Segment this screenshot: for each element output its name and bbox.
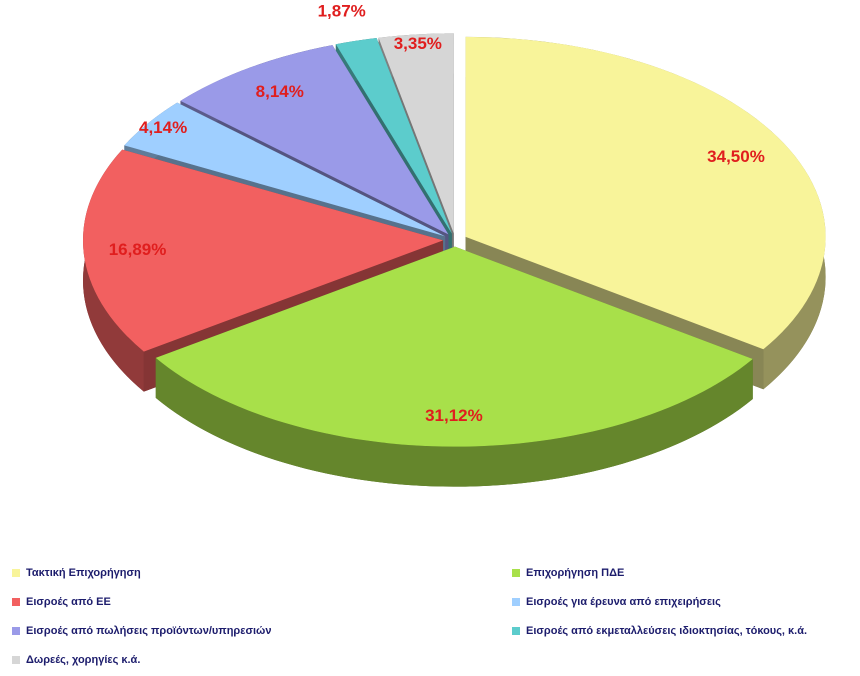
- legend-swatch: [12, 656, 20, 664]
- slice-top: [155, 246, 753, 447]
- legend-label: Εισροές από εκμεταλλεύσεις ιδιοκτησίας, …: [526, 625, 807, 637]
- data-label: 31,12%: [425, 406, 483, 425]
- slice-top: [378, 33, 454, 234]
- data-label: 8,14%: [256, 82, 304, 101]
- slice-top: [180, 45, 449, 235]
- legend-label: Εισροές από πωλήσεις προϊόντων/υπηρεσιών: [26, 625, 271, 637]
- slice-top: [465, 36, 826, 350]
- legend-swatch: [512, 598, 520, 606]
- slice: [155, 246, 753, 487]
- legend-swatch: [512, 627, 520, 635]
- legend-swatch: [12, 569, 20, 577]
- legend-label: Τακτική Επιχορήγηση: [26, 567, 141, 579]
- legend-swatch: [12, 627, 20, 635]
- legend-label: Δωρεές, χορηγίες κ.ά.: [26, 654, 140, 666]
- slice-wall: [155, 357, 753, 487]
- data-label: 16,89%: [109, 240, 167, 259]
- slice-top: [124, 102, 446, 237]
- legend-label: Επιχορήγηση ΠΔΕ: [526, 567, 624, 579]
- slice-top: [335, 37, 452, 234]
- legend-label: Εισροές για έρευνα από επιχειρήσεις: [526, 596, 721, 608]
- data-label: 1,87%: [318, 1, 366, 20]
- data-label: 4,14%: [139, 118, 187, 137]
- data-label: 34,50%: [707, 147, 765, 166]
- legend-swatch: [512, 569, 520, 577]
- legend-label: Εισροές από ΕΕ: [26, 596, 111, 608]
- legend-swatch: [12, 598, 20, 606]
- slice-top: [83, 149, 444, 352]
- data-label: 3,35%: [394, 34, 442, 53]
